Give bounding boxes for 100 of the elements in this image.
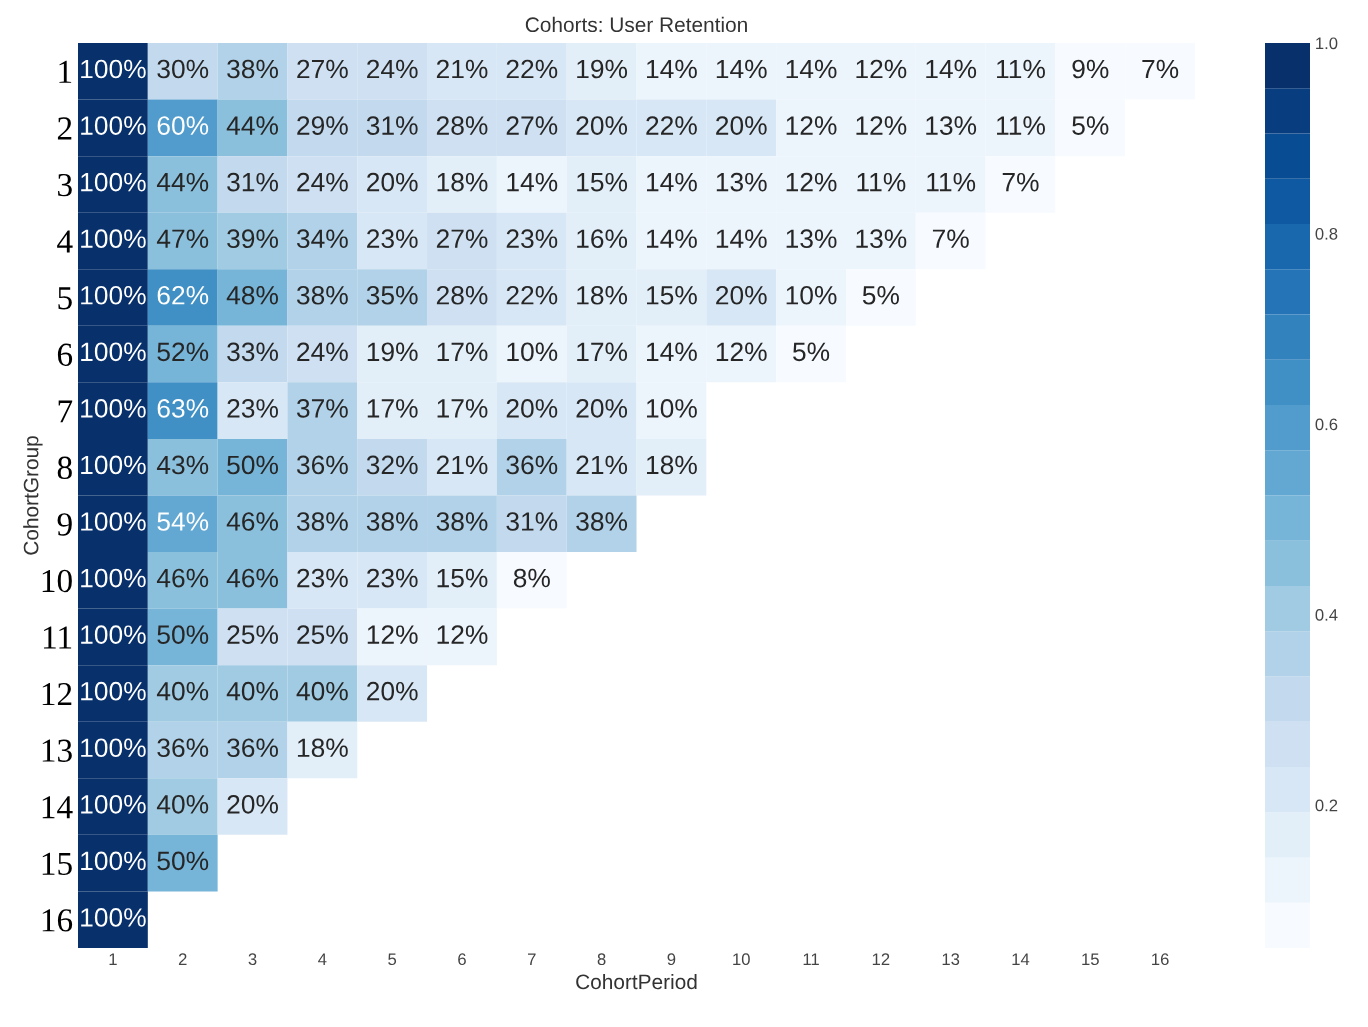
data-label: 50% [157, 625, 209, 644]
y-tick-label: 14 [42, 796, 73, 819]
data-label: 100% [81, 59, 146, 79]
data-label: 38% [366, 512, 418, 531]
data-label: 23% [297, 568, 348, 588]
y-tick-label: 3 [58, 173, 72, 197]
data-label: 100% [81, 568, 146, 588]
x-tick-label: 7 [528, 953, 536, 965]
y-tick-label: 13 [42, 739, 72, 762]
data-label: 20% [716, 285, 767, 305]
data-label: 17% [437, 399, 488, 418]
data-label: 63% [157, 399, 209, 418]
y-tick-label: 2 [57, 117, 72, 140]
data-label: 19% [577, 59, 628, 79]
data-label: 28% [436, 116, 488, 135]
y-tick-label: 12 [42, 682, 72, 706]
data-label: 14% [716, 229, 767, 248]
data-label: 5% [793, 342, 830, 362]
data-label: 22% [506, 59, 558, 79]
data-label: 29% [297, 116, 348, 135]
data-label: 32% [366, 455, 418, 475]
data-label: 38% [296, 285, 348, 305]
data-label: 25% [297, 625, 348, 644]
data-label: 24% [297, 172, 348, 192]
data-label: 13% [716, 172, 767, 192]
data-label: 14% [647, 172, 697, 192]
data-label: 46% [226, 512, 278, 531]
color-bar-label: 0.8 [1315, 227, 1338, 240]
data-label: 100% [81, 908, 146, 927]
x-tick-label: 15 [1082, 953, 1099, 966]
data-label: 31% [506, 512, 558, 531]
data-label: 20% [576, 116, 628, 135]
color-bar-label: 0.4 [1315, 608, 1338, 621]
data-label: 11% [997, 59, 1045, 79]
y-tick-label: 11 [43, 626, 72, 649]
data-label: 14% [507, 172, 558, 192]
data-label: 52% [157, 342, 209, 362]
data-label: 36% [157, 738, 209, 758]
data-label: 100% [81, 116, 146, 135]
data-label: 23% [367, 229, 418, 249]
data-label: 18% [647, 455, 697, 475]
data-label: 44% [156, 172, 209, 192]
data-label: 30% [157, 59, 209, 79]
color-bar-label: 1.0 [1316, 37, 1338, 50]
data-label: 12% [786, 116, 837, 135]
data-label: 34% [296, 229, 348, 249]
data-label: 36% [506, 455, 558, 475]
data-label: 37% [296, 399, 348, 418]
data-label: 28% [436, 285, 488, 305]
data-label: 38% [227, 59, 278, 79]
x-tick-label: 3 [248, 953, 257, 966]
data-label: 44% [226, 116, 278, 135]
data-label: 100% [81, 851, 146, 871]
data-label: 38% [296, 512, 348, 531]
data-label: 12% [856, 59, 907, 79]
data-label: 20% [227, 794, 278, 814]
x-tick-label: 12 [872, 953, 890, 965]
data-label: 50% [157, 851, 209, 871]
data-label: 10% [507, 342, 558, 362]
x-tick-label: 4 [318, 953, 327, 965]
data-label: 46% [156, 568, 209, 588]
data-label: 20% [367, 681, 418, 701]
chart-title: Cohorts: User Retention [525, 16, 747, 33]
data-label: 100% [81, 455, 146, 475]
data-label: 40% [156, 794, 209, 814]
data-label: 15% [577, 172, 628, 192]
data-label: 21% [436, 455, 488, 475]
data-label: 38% [576, 512, 628, 531]
x-tick-label: 10 [733, 953, 750, 966]
data-label: 38% [436, 512, 488, 531]
y-tick-label: 8 [57, 456, 72, 480]
x-tick-label: 11 [803, 953, 819, 965]
data-label: 100% [81, 399, 146, 418]
data-label: 40% [156, 681, 209, 701]
data-label: 8% [513, 568, 550, 588]
x-tick-label: 6 [458, 953, 466, 966]
x-tick-label: 8 [597, 953, 606, 966]
data-label: 21% [576, 455, 628, 475]
data-label: 40% [296, 681, 348, 701]
data-label: 12% [437, 625, 488, 644]
data-label: 27% [436, 229, 488, 248]
y-tick-label: 7 [58, 400, 73, 423]
x-tick-label: 16 [1152, 953, 1169, 966]
data-label: 14% [716, 59, 767, 79]
data-label: 17% [367, 399, 418, 418]
y-tick-label: 4 [57, 230, 73, 253]
data-label: 100% [81, 512, 146, 531]
data-label: 43% [156, 455, 209, 475]
data-label: 7% [932, 229, 969, 248]
data-label: 24% [367, 59, 418, 79]
data-label: 13% [786, 229, 837, 249]
data-label: 14% [647, 59, 697, 79]
color-bar-label: 0.6 [1315, 418, 1338, 431]
data-label: 48% [226, 285, 278, 305]
data-label: 22% [506, 285, 558, 305]
y-tick-label: 15 [42, 852, 72, 876]
data-label: 21% [436, 59, 488, 79]
data-label: 18% [577, 285, 628, 305]
y-tick-label: 16 [42, 909, 73, 932]
data-label: 36% [296, 455, 348, 475]
